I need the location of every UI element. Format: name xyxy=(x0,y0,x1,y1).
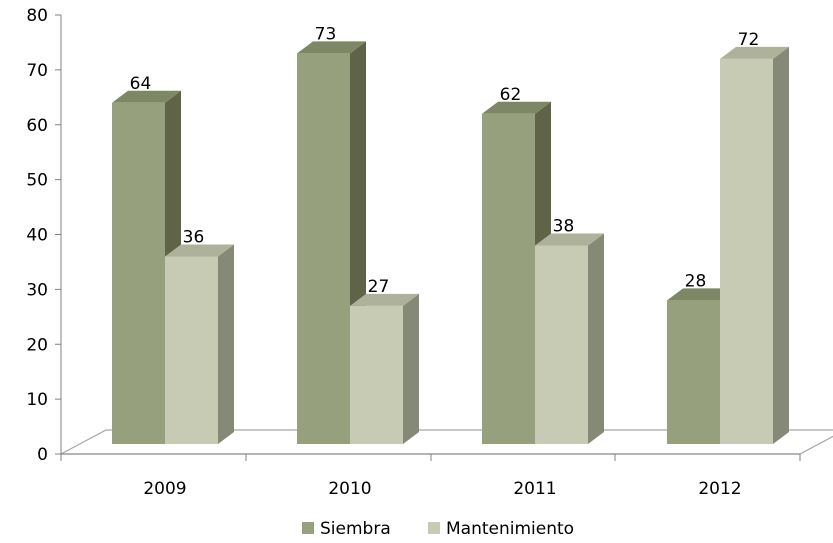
bar-front xyxy=(165,256,218,444)
legend[interactable]: Siembra Mantenimiento xyxy=(302,519,574,539)
bar-front xyxy=(350,305,403,444)
data-label: 62 xyxy=(500,85,522,105)
data-label: 36 xyxy=(183,227,205,247)
legend-swatch xyxy=(428,522,440,534)
bar-top xyxy=(112,90,181,103)
y-tick-label: 80 xyxy=(26,6,48,26)
legend-swatch xyxy=(302,522,314,534)
legend-item-siembra[interactable]: Siembra xyxy=(302,519,391,539)
y-tick-label: 70 xyxy=(26,61,48,81)
bar-mantenimiento-2012 xyxy=(720,46,789,445)
bar-top xyxy=(482,101,551,114)
x-tick-label: 2012 xyxy=(698,479,741,499)
x-tick-label: 2010 xyxy=(328,479,371,499)
bar-front xyxy=(297,53,350,444)
legend-label: Siembra xyxy=(320,519,391,539)
x-tick-label: 2009 xyxy=(143,479,186,499)
bar-top xyxy=(720,46,789,59)
data-label: 27 xyxy=(368,277,390,297)
bar-side xyxy=(403,293,419,444)
bar-top xyxy=(350,293,419,306)
y-tick-label: 20 xyxy=(26,335,48,355)
y-tick-label: 60 xyxy=(26,116,48,136)
y-tick-label: 30 xyxy=(26,280,48,300)
data-label: 28 xyxy=(685,271,707,291)
data-label: 64 xyxy=(130,74,152,94)
bar-side xyxy=(588,233,604,444)
bar-front xyxy=(720,58,773,445)
bar-mantenimiento-2010 xyxy=(350,293,419,444)
bar-top xyxy=(667,288,736,301)
y-tick-label: 0 xyxy=(37,445,48,465)
y-axis: 0 10 20 30 40 50 60 70 80 xyxy=(26,6,62,465)
bar-front xyxy=(535,245,588,444)
y-tick-label: 10 xyxy=(26,390,48,410)
data-label: 72 xyxy=(738,30,760,50)
x-tick-label: 2011 xyxy=(513,479,556,499)
bar-top xyxy=(165,244,234,257)
y-tick-label: 40 xyxy=(26,226,48,246)
bars xyxy=(112,41,789,445)
bar-mantenimiento-2011 xyxy=(535,233,604,444)
data-label: 73 xyxy=(315,24,337,44)
legend-label: Mantenimiento xyxy=(446,519,574,539)
legend-item-mantenimiento[interactable]: Mantenimiento xyxy=(428,519,574,539)
bar-side xyxy=(773,46,789,445)
y-tick-label: 50 xyxy=(26,171,48,191)
bar-mantenimiento-2009 xyxy=(165,244,234,444)
bar-front xyxy=(112,102,165,445)
x-axis: 2009 2010 2011 2012 xyxy=(60,453,801,499)
bar-top xyxy=(535,233,604,246)
bar-front xyxy=(482,113,535,445)
data-label: 38 xyxy=(553,216,575,236)
bar-front xyxy=(667,300,720,444)
bar-top xyxy=(297,41,366,54)
data-labels: 64 36 73 27 62 38 28 72 xyxy=(130,24,760,296)
bar-side xyxy=(218,244,234,444)
